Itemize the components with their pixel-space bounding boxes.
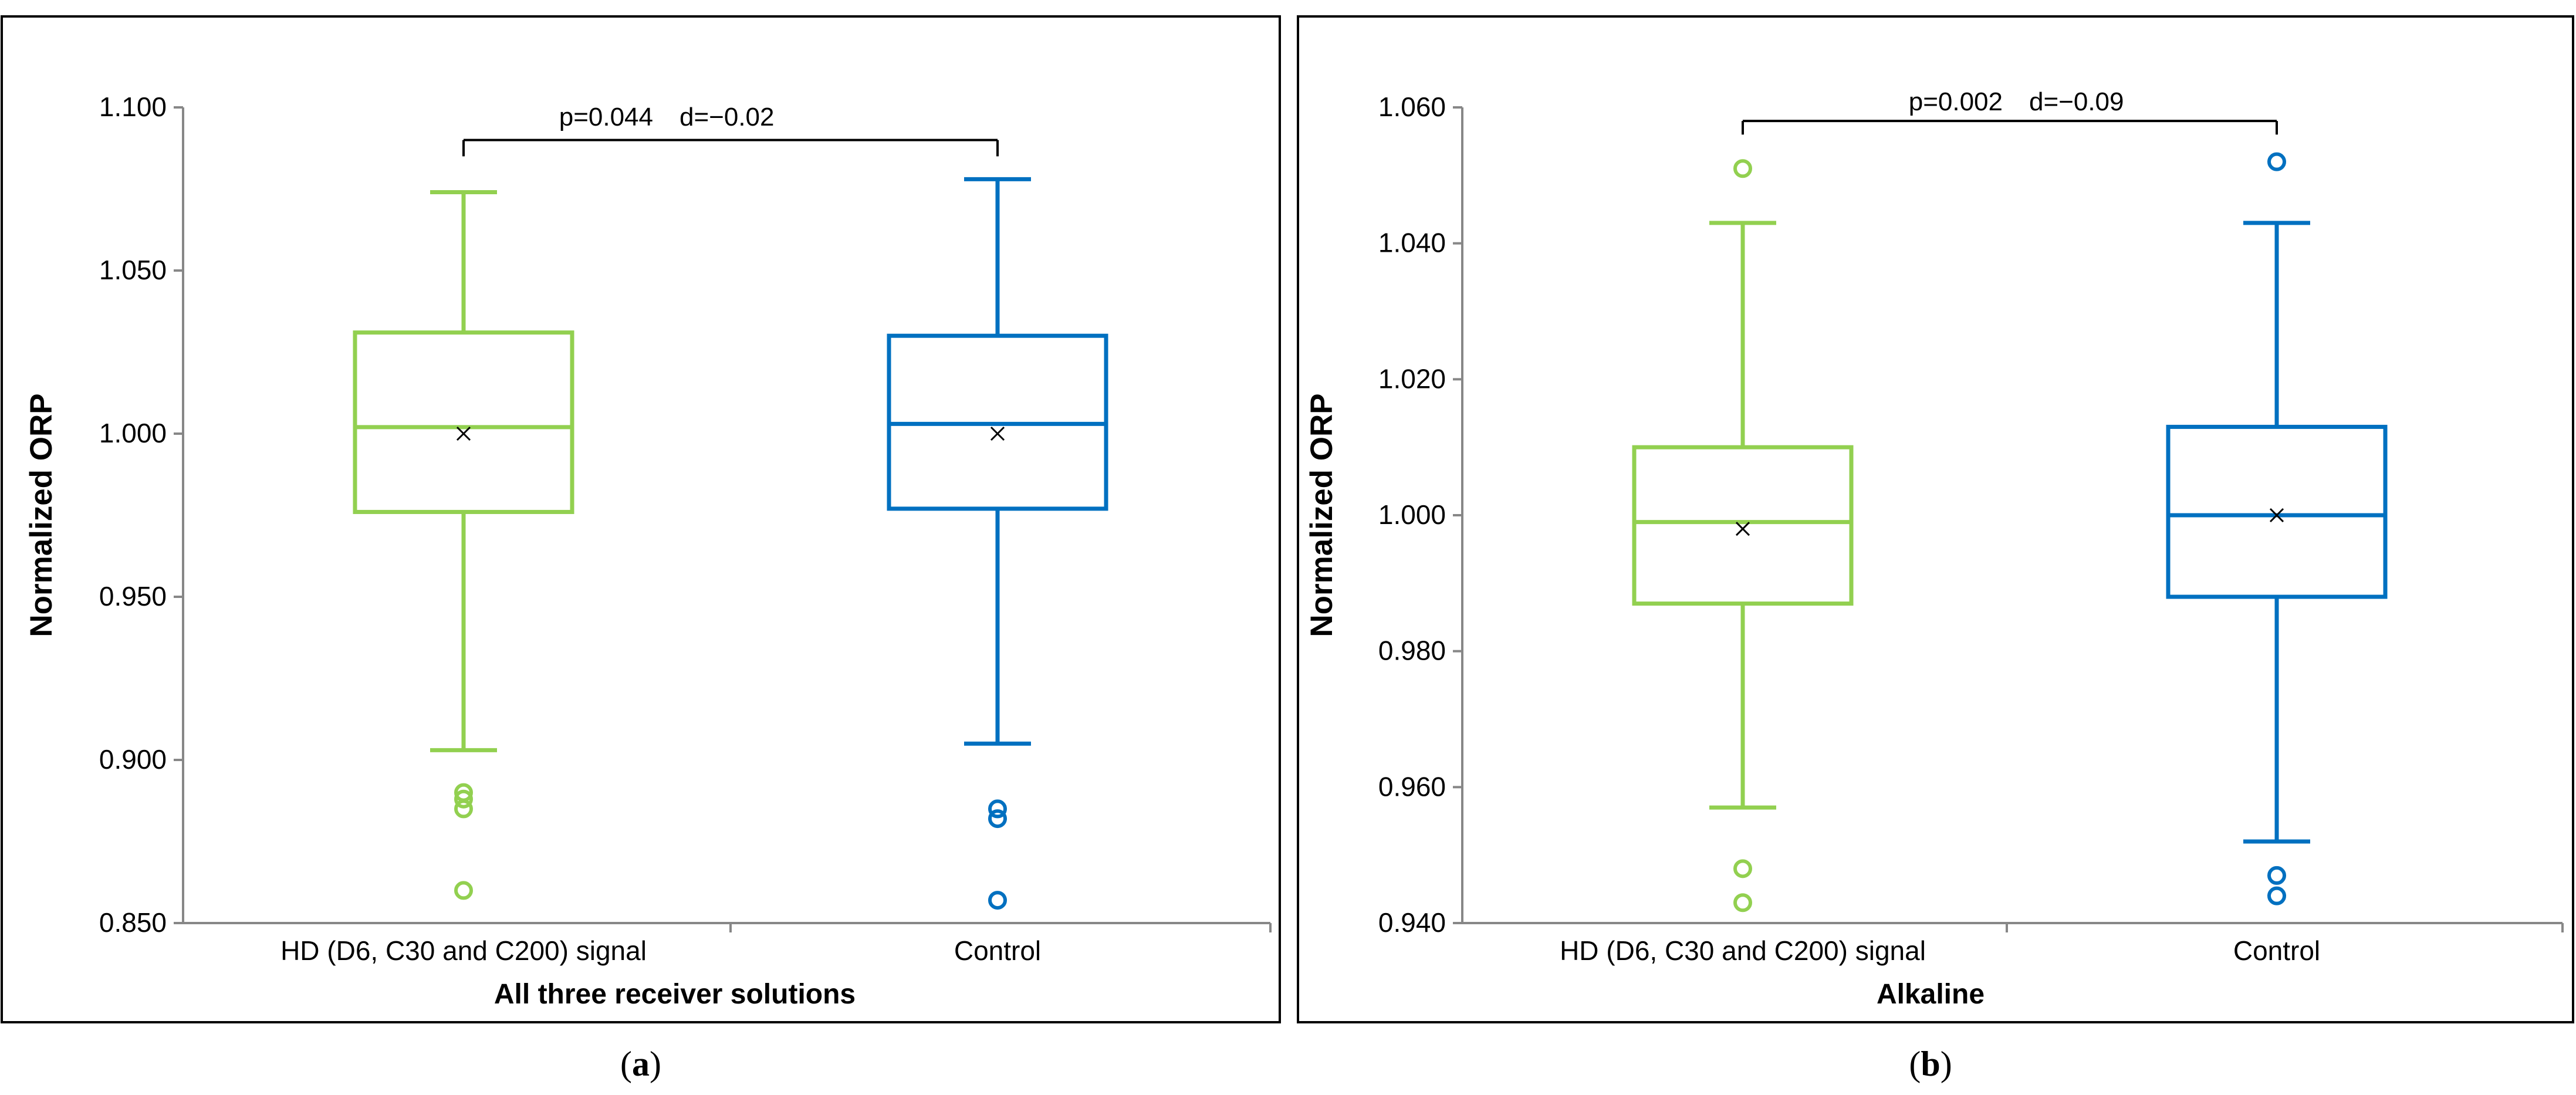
y-tick-label: 1.060	[1378, 92, 1446, 122]
mean-marker-stroke	[1735, 522, 1750, 536]
y-ticks: 0.940 0.960 0.980 1.000 1.020 1.040 1.060	[1378, 92, 1462, 938]
box-plots	[353, 177, 1108, 910]
mean-marker-stroke	[990, 426, 1005, 441]
panel-frame	[1, 15, 1281, 1023]
y-tick-label: 0.960	[1378, 771, 1446, 802]
outlier-point	[454, 799, 473, 819]
significance-p-label: p=0.044	[559, 103, 653, 131]
caption-a: (a)	[620, 1045, 661, 1083]
outlier-point	[988, 809, 1007, 829]
mean-marker-stroke	[2269, 508, 2284, 523]
caption-a-letter: a	[632, 1045, 650, 1083]
outlier-point	[454, 789, 473, 809]
significance-bracket	[1742, 120, 2278, 135]
y-tick-label: 1.100	[99, 92, 167, 122]
iqr-box	[353, 330, 574, 514]
y-tick-label: 1.000	[99, 418, 167, 448]
y-tick-label: 0.850	[99, 907, 167, 938]
significance-bracket	[462, 138, 999, 157]
x-axis-category-label: HD (D6, C30 and C200) signal	[280, 935, 647, 966]
x-axis-category-label: HD (D6, C30 and C200) signal	[1560, 935, 1926, 966]
y-tick-label: 0.980	[1378, 636, 1446, 666]
x-axis-category-label: Control	[2233, 935, 2320, 966]
outlier-point	[1733, 159, 1752, 178]
chart-panel-a: 0.850 0.900 0.950 1.000 1.050 1.100 Normalize…	[1, 15, 1281, 1023]
x-ticks	[729, 923, 1272, 932]
x-axis-label: All three receiver solutions	[494, 979, 856, 1010]
y-tick-label: 0.900	[99, 744, 167, 775]
mean-marker	[1735, 522, 1750, 536]
panel-frame	[1297, 15, 2574, 1023]
chart-panel-b: 0.940 0.960 0.980 1.000 1.020 1.040 1.060 Norm…	[1297, 15, 2574, 1023]
outlier-point	[1733, 893, 1752, 912]
significance-p-label: p=0.002	[1909, 87, 2003, 116]
outlier-point	[988, 891, 1007, 910]
y-tick-label: 1.050	[99, 255, 167, 285]
significance-d-label: d=−0.02	[680, 103, 775, 131]
outlier-point	[2267, 866, 2286, 885]
y-tick-label: 1.020	[1378, 363, 1446, 394]
caption-b-letter: b	[1921, 1045, 1940, 1083]
y-tick-label: 1.040	[1378, 228, 1446, 258]
y-tick-label: 1.000	[1378, 499, 1446, 530]
outlier-point	[988, 799, 1007, 819]
mean-marker	[990, 426, 1005, 441]
iqr-box	[1632, 445, 1854, 606]
caption-b: (b)	[1909, 1045, 1952, 1083]
outlier-point	[454, 881, 473, 900]
outlier-point	[1733, 859, 1752, 878]
outlier-point	[2267, 886, 2286, 905]
y-axis-label: Normalized ORP	[24, 393, 59, 637]
y-tick-label: 0.940	[1378, 907, 1446, 938]
mean-marker	[456, 426, 471, 441]
significance-d-label: d=−0.09	[2029, 87, 2124, 116]
x-axis-label: Alkaline	[1877, 979, 1985, 1010]
y-ticks: 0.850 0.900 0.950 1.000 1.050 1.100	[99, 92, 183, 938]
mean-marker-stroke	[456, 426, 471, 441]
x-ticks	[2006, 923, 2564, 932]
outlier-point	[2267, 152, 2286, 171]
y-axis-label: Normalized ORP	[1304, 393, 1339, 637]
box-plots	[1632, 152, 2388, 912]
x-axis-category-label: Control	[954, 935, 1041, 966]
mean-marker	[2269, 508, 2284, 523]
y-tick-label: 0.950	[99, 581, 167, 611]
iqr-box	[2166, 424, 2388, 599]
